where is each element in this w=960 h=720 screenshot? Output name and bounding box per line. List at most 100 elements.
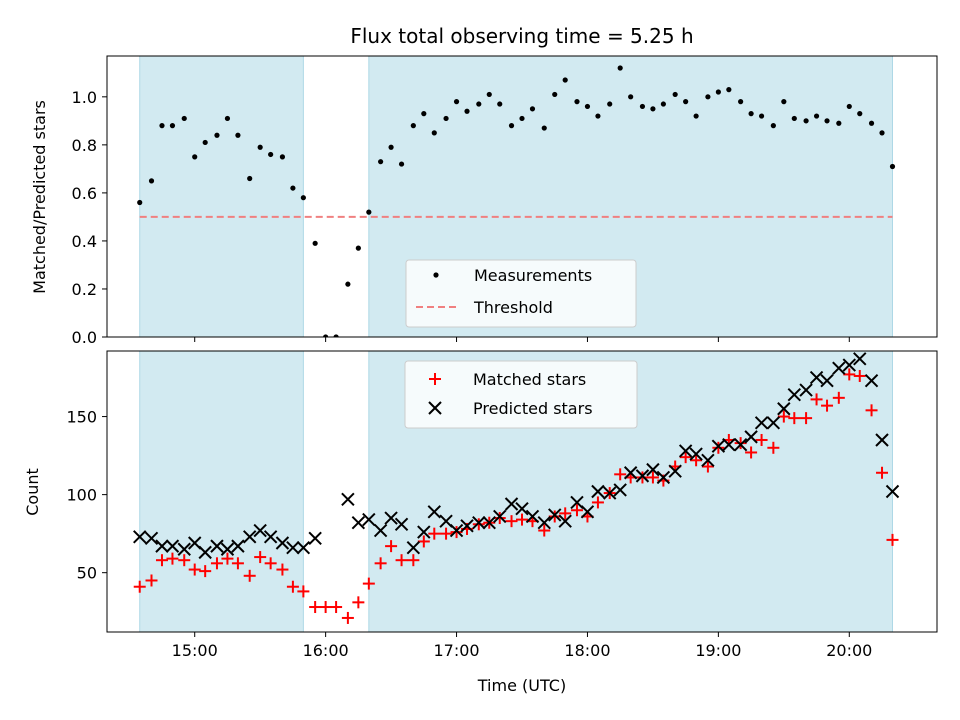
predicted-star-point xyxy=(668,464,682,478)
predicted-star-point xyxy=(733,437,748,452)
y-tick-label: 0.2 xyxy=(72,280,97,299)
measurement-point xyxy=(137,199,143,206)
matched-star-point xyxy=(853,369,866,382)
predicted-star-point xyxy=(165,539,180,553)
y-tick-label: 0.6 xyxy=(72,184,97,203)
predicted-star-point xyxy=(133,530,147,544)
predicted-star-point xyxy=(722,437,736,452)
matched-star-point xyxy=(777,410,790,423)
top-data-marks xyxy=(137,65,896,337)
matched-star-point xyxy=(395,554,408,567)
matched-star-point xyxy=(767,441,780,454)
matched-star-point xyxy=(800,412,813,425)
measurement-point xyxy=(268,151,274,158)
top-y-axis-label: Matched/Predicted stars xyxy=(30,100,49,294)
legend-matched-label: Matched stars xyxy=(473,370,586,389)
matched-star-point xyxy=(559,507,572,520)
measurement-point xyxy=(868,120,875,126)
legend-predicted-marker xyxy=(428,401,442,415)
predicted-star-point xyxy=(635,469,650,483)
measurement-point xyxy=(355,245,361,251)
top-legend-box xyxy=(405,259,637,328)
predicted-star-point xyxy=(558,514,572,528)
measurement-point xyxy=(497,101,503,107)
matched-star-point xyxy=(309,601,322,614)
measurement-point xyxy=(476,101,482,107)
measurement-point xyxy=(312,240,318,246)
legend-measurements-marker xyxy=(433,272,439,278)
predicted-star-point xyxy=(613,483,627,497)
measurement-point xyxy=(410,123,416,129)
predicted-star-point xyxy=(351,516,366,530)
x-axis-label: Time (UTC) xyxy=(477,676,566,695)
matched-star-point xyxy=(385,540,398,553)
bottom-data-marks xyxy=(133,352,900,624)
measurement-point xyxy=(541,125,547,131)
shaded-interval xyxy=(139,55,304,338)
predicted-star-point xyxy=(155,539,169,553)
measurement-point xyxy=(366,209,372,215)
predicted-star-point xyxy=(820,373,834,388)
measurement-point xyxy=(639,103,646,110)
x-tick-label: 19:00 xyxy=(695,641,741,660)
measurement-point xyxy=(857,111,863,117)
matched-star-point xyxy=(428,527,441,540)
predicted-star-point xyxy=(504,497,519,511)
measurement-point xyxy=(159,123,165,129)
measurement-point xyxy=(617,65,623,71)
matched-star-point xyxy=(450,526,463,539)
predicted-star-point xyxy=(275,536,290,550)
matched-star-point xyxy=(199,565,212,578)
predicted-star-point xyxy=(286,540,300,555)
measurement-point xyxy=(169,123,176,129)
matched-star-point xyxy=(133,580,146,593)
matched-star-point xyxy=(276,563,289,576)
x-tick-label: 15:00 xyxy=(172,641,218,660)
matched-star-point xyxy=(734,437,747,450)
bottom-y-axis-label: Count xyxy=(23,468,42,516)
matched-star-point xyxy=(440,527,453,540)
matched-star-point xyxy=(810,393,823,406)
measurement-point xyxy=(650,106,656,112)
matched-star-point xyxy=(821,399,834,412)
x-tick-label: 20:00 xyxy=(826,641,872,660)
y-tick-label: 100 xyxy=(66,486,97,505)
predicted-star-point xyxy=(384,511,398,525)
measurement-point xyxy=(519,115,525,122)
matched-star-point xyxy=(231,557,244,570)
measurement-point xyxy=(552,91,558,98)
matched-star-point xyxy=(264,557,277,570)
measurement-point xyxy=(562,77,568,83)
predicted-star-point xyxy=(678,444,693,458)
measurement-point xyxy=(595,113,601,119)
predicted-star-point xyxy=(875,433,889,447)
predicted-star-point xyxy=(231,539,245,553)
measurement-point xyxy=(715,89,721,95)
shaded-interval xyxy=(139,350,304,633)
predicted-star-point xyxy=(253,523,267,538)
predicted-star-point xyxy=(341,492,355,507)
measurement-point xyxy=(378,159,384,165)
predicted-star-point xyxy=(832,361,846,375)
matched-star-point xyxy=(886,533,899,546)
top-y-ticks: 0.0 0.2 0.4 0.6 0.8 1.0 xyxy=(72,88,107,347)
measurement-point xyxy=(192,154,198,160)
measurement-point xyxy=(607,101,613,107)
matched-star-point xyxy=(155,554,168,567)
y-tick-label: 1.0 xyxy=(72,88,97,107)
matched-star-point xyxy=(297,585,310,598)
matched-star-point xyxy=(516,513,528,526)
matched-star-point xyxy=(646,471,659,484)
matched-star-point xyxy=(712,441,725,454)
top-x-ticks xyxy=(194,337,850,342)
predicted-star-point xyxy=(591,484,605,499)
measurement-point xyxy=(574,99,580,105)
measurement-point xyxy=(398,161,405,167)
measurement-point xyxy=(148,178,155,184)
matched-star-point xyxy=(362,577,375,590)
predicted-star-point xyxy=(787,388,802,402)
y-tick-label: 50 xyxy=(77,564,97,583)
predicted-star-point xyxy=(210,539,224,553)
